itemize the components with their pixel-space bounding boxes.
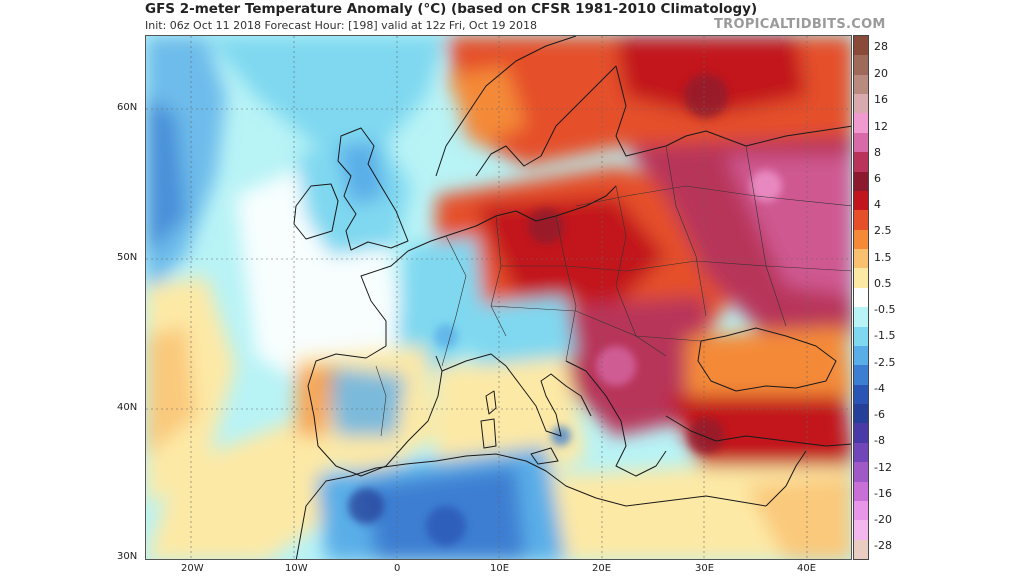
anomaly-detail — [348, 74, 782, 546]
colorbar-segment — [854, 500, 868, 522]
colorbar-label: 6 — [874, 172, 881, 185]
colorbar-segment — [854, 268, 868, 289]
colorbar — [853, 35, 869, 560]
colorbar-segment — [854, 113, 868, 134]
lat-label-60n: 60N — [117, 102, 138, 113]
colorbar-label: -1.5 — [874, 329, 896, 342]
colorbar-label: 1.5 — [874, 251, 892, 264]
colorbar-label: -4 — [874, 382, 885, 395]
lat-label-50n: 50N — [117, 252, 138, 263]
anomaly-map-svg — [146, 36, 851, 559]
colorbar-label: 20 — [874, 67, 888, 80]
colorbar-label: 12 — [874, 120, 888, 133]
colorbar-segment — [854, 74, 868, 96]
colorbar-segment — [854, 326, 868, 347]
colorbar-label: -16 — [874, 487, 892, 500]
colorbar-segment — [854, 249, 868, 270]
colorbar-segment — [854, 287, 868, 309]
colorbar-segment — [854, 365, 868, 386]
colorbar-segment — [854, 462, 868, 483]
colorbar-label: 4 — [874, 198, 881, 211]
colorbar-segment — [854, 307, 868, 328]
colorbar-segment — [854, 36, 868, 57]
colorbar-label: -28 — [874, 539, 892, 552]
lon-label-40e: 40E — [797, 563, 817, 574]
colorbar-segment — [854, 423, 868, 444]
colorbar-label: 2.5 — [874, 224, 892, 237]
colorbar-segment — [854, 55, 868, 76]
colorbar-segment — [854, 520, 868, 541]
colorbar-label: -0.5 — [874, 303, 896, 316]
colorbar-label: -8 — [874, 434, 885, 447]
colorbar-segment — [854, 384, 868, 406]
lon-label-0: 0 — [394, 563, 401, 574]
colorbar-segment — [854, 132, 868, 154]
lon-label-20e: 20E — [592, 563, 612, 574]
colorbar-segment — [854, 152, 868, 173]
brand-watermark: TROPICALTIDBITS.COM — [714, 17, 886, 32]
anomaly-map[interactable] — [145, 35, 852, 560]
lat-label-40n: 40N — [117, 402, 138, 413]
colorbar-segment — [854, 94, 868, 115]
colorbar-label: 16 — [874, 93, 888, 106]
colorbar-segment — [854, 404, 868, 425]
country-borders — [375, 145, 851, 437]
colorbar-label: 8 — [874, 146, 881, 159]
colorbar-segment — [854, 190, 868, 212]
lat-label-30n: 30N — [117, 551, 138, 562]
colorbar-segment — [854, 481, 868, 502]
colorbar-segment — [854, 442, 868, 464]
colorbar-label: -12 — [874, 461, 892, 474]
colorbar-segment — [854, 229, 868, 251]
colorbar-label: -2.5 — [874, 356, 896, 369]
anomaly-field — [146, 36, 851, 559]
chart-title: GFS 2-meter Temperature Anomaly (°C) (ba… — [145, 1, 758, 17]
colorbar-segment — [854, 539, 868, 559]
colorbar-label: -20 — [874, 513, 892, 526]
colorbar-label: 0.5 — [874, 277, 892, 290]
lon-label-30e: 30E — [695, 563, 715, 574]
colorbar-segment — [854, 210, 868, 231]
lon-label-20w: 20W — [181, 563, 204, 574]
lon-label-10e: 10E — [490, 563, 510, 574]
chart-subtitle: Init: 06z Oct 11 2018 Forecast Hour: [19… — [145, 19, 537, 32]
colorbar-segment — [854, 171, 868, 192]
colorbar-segment — [854, 345, 868, 367]
colorbar-label: 28 — [874, 40, 888, 53]
lon-label-10w: 10W — [285, 563, 308, 574]
colorbar-label: -6 — [874, 408, 885, 421]
